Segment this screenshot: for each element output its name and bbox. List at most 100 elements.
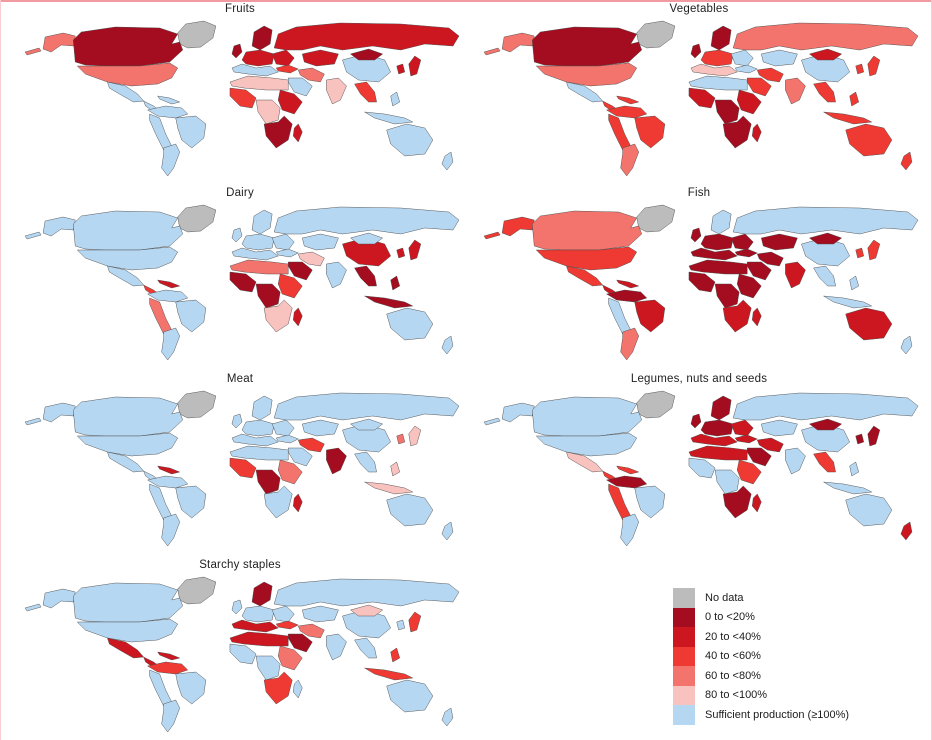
region-central-asia [302, 233, 339, 251]
region-east-europe [271, 49, 295, 67]
region-europe-south [231, 247, 279, 261]
region-south-america-north [147, 289, 188, 303]
legend-label-no-data: No data [705, 591, 744, 604]
region-brazil [634, 115, 666, 149]
region-usa [536, 246, 637, 271]
region-europe-central [241, 233, 275, 251]
region-caribbean [157, 279, 180, 289]
region-russia [273, 206, 460, 235]
region-caribbean [157, 651, 180, 661]
region-madagascar [752, 307, 762, 327]
region-west-africa [688, 271, 716, 293]
region-caribbean [616, 95, 639, 105]
region-east-africa [736, 273, 762, 299]
map-title-dairy: Dairy [226, 187, 254, 199]
region-central-asia [302, 419, 339, 437]
region-caribbean [157, 465, 180, 475]
region-uk [231, 413, 243, 429]
map-title-vegetables: Vegetables [669, 3, 729, 15]
region-east-africa [277, 645, 303, 671]
region-madagascar [752, 493, 762, 513]
region-southern-africa [263, 671, 293, 705]
region-russia [273, 392, 460, 421]
region-brazil [175, 115, 207, 149]
region-japan [867, 55, 881, 77]
region-indonesia [823, 461, 873, 495]
region-japan [408, 611, 422, 633]
legend-item-b60: 60 to <80% [673, 666, 849, 686]
region-new-zealand [441, 707, 454, 727]
region-uk [231, 43, 243, 59]
region-usa [536, 62, 637, 87]
region-canada [532, 396, 642, 437]
legend-item-b20: 20 to <40% [673, 627, 849, 647]
region-southern-africa [722, 485, 752, 519]
region-mexico [107, 81, 144, 103]
region-north-africa [688, 445, 748, 461]
region-southern-africa [722, 115, 752, 149]
region-korea [396, 247, 405, 259]
region-mexico [107, 637, 144, 659]
region-india [326, 77, 347, 105]
region-southern-africa [263, 299, 293, 333]
region-uk [690, 227, 702, 243]
legend-label-b40: 40 to <60% [705, 650, 761, 663]
region-andes [149, 113, 172, 151]
region-uk [231, 227, 243, 243]
region-middle-east [757, 251, 784, 267]
region-caribbean [616, 465, 639, 475]
region-new-zealand [441, 521, 454, 541]
region-korea [396, 619, 405, 631]
region-central-africa [714, 283, 740, 309]
region-turkey [275, 248, 299, 258]
region-central-asia [761, 49, 798, 67]
region-central-asia [761, 419, 798, 437]
world-map-fruits [19, 18, 461, 178]
region-alaska [24, 216, 76, 240]
region-europe-south [231, 433, 279, 447]
region-korea [855, 63, 864, 75]
region-west-africa [229, 87, 257, 109]
region-usa [77, 246, 178, 271]
region-australia [845, 307, 893, 341]
region-se-asia [813, 265, 836, 287]
region-indonesia [364, 275, 414, 309]
region-mongolia [350, 604, 383, 617]
legend-item-b0: 0 to <20% [673, 607, 849, 627]
region-new-zealand [900, 521, 913, 541]
region-east-europe [271, 605, 295, 623]
region-indonesia [823, 91, 873, 125]
region-usa [77, 62, 178, 87]
region-caribbean [616, 279, 639, 289]
legend-swatch-no-data [673, 588, 695, 608]
region-greenland [177, 20, 217, 49]
region-new-zealand [900, 335, 913, 355]
region-russia [732, 206, 919, 235]
region-west-africa [229, 271, 257, 293]
region-europe-central [700, 233, 734, 251]
region-se-asia [354, 81, 377, 103]
map-title-meat: Meat [226, 373, 254, 385]
region-andes [149, 483, 172, 521]
region-japan [867, 425, 881, 447]
region-madagascar [293, 493, 303, 513]
region-mexico [107, 451, 144, 473]
region-andes [608, 113, 631, 151]
region-australia [386, 307, 434, 341]
region-central-asia [302, 605, 339, 623]
region-australia [845, 123, 893, 157]
region-east-africa [736, 459, 762, 485]
legend-swatch-sufficient [673, 705, 695, 725]
region-andes [608, 297, 631, 335]
region-east-europe [271, 233, 295, 251]
region-central-africa [714, 99, 740, 125]
region-turkey [734, 248, 758, 258]
region-north-africa [688, 259, 748, 275]
region-mexico [566, 81, 603, 103]
map-title-legumes: Legumes, nuts and seeds [630, 373, 768, 385]
map-title-fish: Fish [687, 187, 711, 199]
region-europe-south [690, 63, 738, 77]
region-east-europe [271, 419, 295, 437]
region-andes [608, 483, 631, 521]
region-southern-cone [620, 327, 639, 361]
